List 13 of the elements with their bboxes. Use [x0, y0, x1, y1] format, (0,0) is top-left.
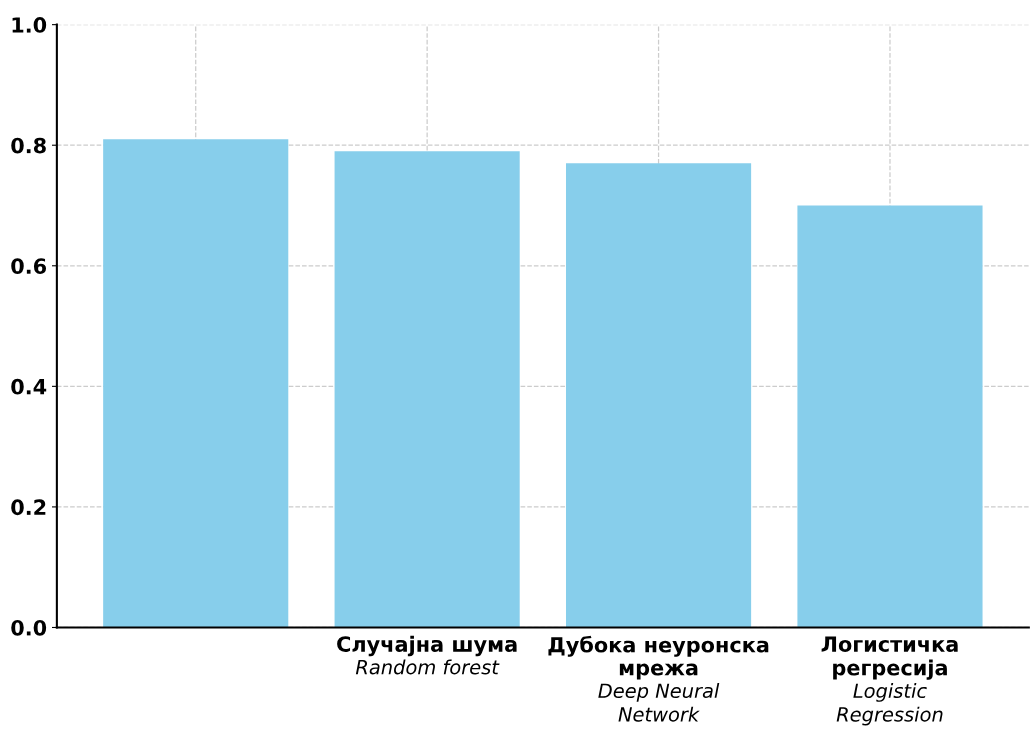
bar [797, 205, 983, 628]
y-tick-label: 1.0 [12, 17, 47, 33]
y-tick-label: 0.0 [11, 619, 47, 636]
y-tick-label: 0.2 [11, 499, 46, 516]
x-tick-label: Случајна шума Random forest [337, 635, 517, 675]
bar [565, 163, 752, 628]
x-tick-label: Дубока неуронска мрежа Deep Neural Network [548, 635, 769, 722]
x-tick-label: Логистичка регресија Logistic Regression [821, 636, 958, 726]
bar [103, 139, 289, 628]
bar [334, 151, 520, 628]
y-tick-label: 0.8 [11, 137, 46, 154]
y-tick-label: 0.6 [11, 258, 47, 274]
y-tick-label: 0.4 [11, 378, 47, 395]
